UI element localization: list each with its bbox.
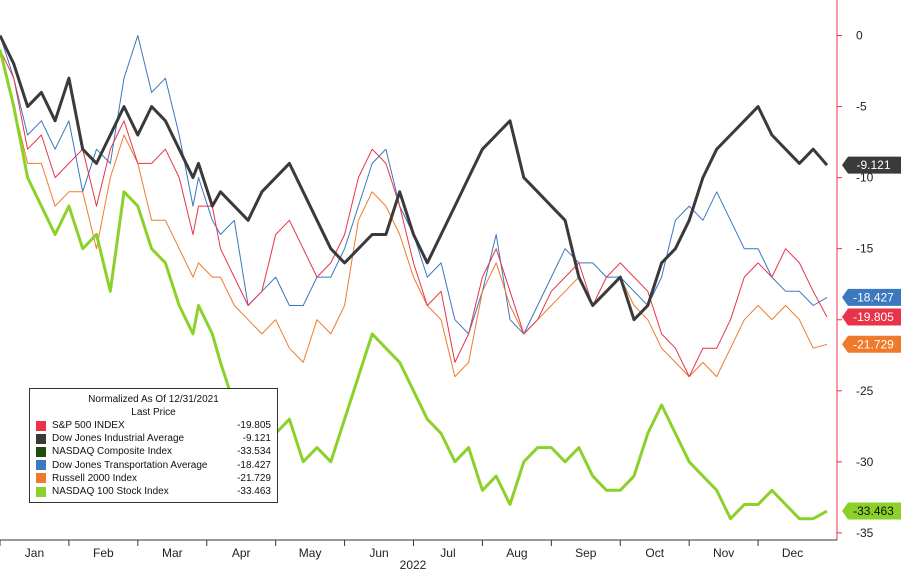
- legend-series-value: -9.121: [242, 433, 271, 445]
- y-axis-ticks: 0-5-10-15-20-25-30-35: [837, 29, 874, 540]
- legend-item: Russell 2000 Index -21.729: [36, 472, 271, 485]
- last-price-tag: -19.805: [842, 308, 901, 326]
- legend-swatch: [36, 473, 46, 484]
- last-price-tag: -33.463: [842, 502, 901, 520]
- legend-swatch: [36, 486, 46, 497]
- last-price-tag: -9.121: [842, 156, 901, 174]
- x-axis-label: 2022: [400, 558, 427, 572]
- x-tick-label: Jan: [25, 546, 44, 560]
- legend-item: Dow Jones Transportation Average -18.427: [36, 459, 271, 472]
- series-line: [0, 49, 828, 521]
- legend-series-name: Dow Jones Industrial Average: [52, 433, 185, 445]
- x-tick-label: Oct: [645, 546, 664, 560]
- legend-series-value: -19.805: [237, 420, 271, 432]
- x-axis-ticks: Jan Feb Mar Apr May Jun Jul Aug Sep Oct Nov Dec: [0, 540, 803, 560]
- legend-swatch: [36, 420, 46, 431]
- x-tick-label: Nov: [713, 546, 734, 560]
- x-tick-label: Aug: [506, 546, 527, 560]
- series-line: [0, 35, 828, 335]
- series-lines: [0, 34, 829, 521]
- legend-subtitle: Last Price: [131, 407, 176, 418]
- legend-item: NASDAQ 100 Stock Index -33.463: [36, 485, 271, 498]
- y-tick-label: -15: [856, 242, 874, 256]
- legend-series-name: NASDAQ Composite Index: [52, 446, 173, 458]
- series-line: [0, 49, 828, 378]
- last-price-tag-bg: [842, 502, 901, 520]
- y-tick-label: -25: [856, 384, 874, 398]
- legend-series-value: -33.463: [237, 486, 271, 498]
- series-line: [0, 49, 828, 378]
- legend-series-value: -33.534: [237, 446, 271, 458]
- legend-series-name: S&P 500 INDEX: [52, 420, 125, 432]
- last-price-tag-label: -21.729: [853, 337, 894, 351]
- legend-item: NASDAQ Composite Index -33.534: [36, 445, 271, 458]
- x-tick-label: Dec: [782, 546, 803, 560]
- x-tick-label: Jun: [369, 546, 388, 560]
- legend-item: S&P 500 INDEX -19.805: [36, 419, 271, 432]
- x-tick-label: Apr: [232, 546, 251, 560]
- y-tick-label: 0: [856, 29, 863, 43]
- legend-series-name: NASDAQ 100 Stock Index: [52, 486, 169, 498]
- legend-rows: S&P 500 INDEX -19.805 Dow Jones Industrial…: [36, 419, 271, 498]
- x-tick-label: Feb: [93, 546, 114, 560]
- legend-series-value: -21.729: [237, 472, 271, 484]
- x-tick-label: Mar: [162, 546, 183, 560]
- last-price-tag-label: -19.805: [853, 310, 894, 324]
- legend-item: Dow Jones Industrial Average -9.121: [36, 432, 271, 445]
- x-tick-label: Sep: [575, 546, 597, 560]
- last-price-tag: -18.427: [842, 288, 901, 306]
- last-price-tag-bg: [842, 288, 901, 306]
- x-tick-label: May: [299, 546, 322, 560]
- legend-title: Normalized As Of 12/31/2021: [88, 394, 219, 405]
- y-tick-label: -10: [856, 171, 874, 185]
- legend-series-name: Russell 2000 Index: [52, 472, 138, 484]
- x-tick-label: Jul: [440, 546, 455, 560]
- last-price-tags: -9.121 -18.427 -19.805 -21.729 -33.463: [842, 156, 901, 520]
- y-tick-label: -5: [856, 100, 867, 114]
- legend-swatch: [36, 460, 46, 471]
- last-price-tag-bg: [842, 335, 901, 353]
- legend-series-value: -18.427: [237, 459, 271, 471]
- series-line: [0, 34, 829, 322]
- legend-swatch: [36, 433, 46, 444]
- legend-swatch: [36, 446, 46, 457]
- last-price-tag: -21.729: [842, 335, 901, 353]
- last-price-tag-bg: [842, 156, 901, 174]
- y-tick-label: -35: [856, 526, 874, 540]
- last-price-tag-label: -18.427: [853, 290, 894, 304]
- legend-series-name: Dow Jones Transportation Average: [52, 459, 208, 471]
- y-tick-label: -30: [856, 455, 874, 469]
- last-price-tag-bg: [842, 308, 901, 326]
- legend: Normalized As Of 12/31/2021 Last Price S…: [29, 388, 278, 503]
- last-price-tag-label: -9.121: [856, 158, 890, 172]
- last-price-tag-label: -33.463: [853, 504, 894, 518]
